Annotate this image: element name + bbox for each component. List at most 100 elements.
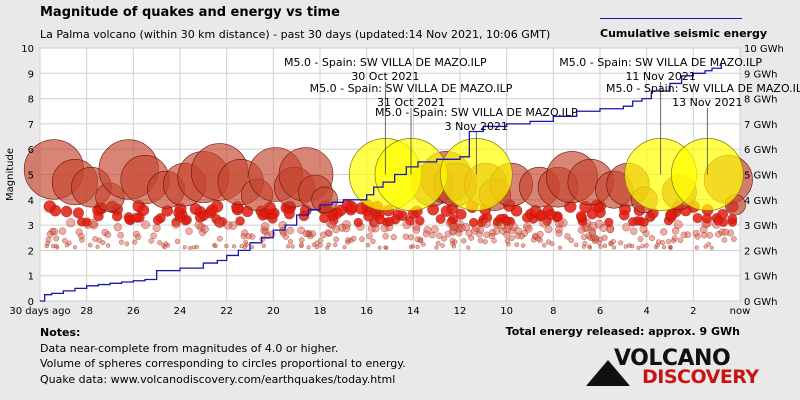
- quake-point: [455, 208, 467, 220]
- y-tick-label: 2: [28, 246, 34, 257]
- quake-point: [157, 240, 163, 246]
- quake-point: [148, 238, 154, 244]
- quake-point: [694, 245, 699, 250]
- notes-line: Volume of spheres corresponding to circl…: [40, 357, 406, 370]
- quake-point: [591, 234, 598, 241]
- y-tick-label: 1: [28, 272, 34, 283]
- quake-point: [622, 223, 631, 232]
- quake-point: [520, 243, 526, 248]
- quake-point: [241, 229, 249, 237]
- quake-point: [731, 236, 737, 242]
- quake-point: [488, 232, 496, 240]
- chart-subtitle: La Palma volcano (within 30 km distance)…: [40, 28, 551, 41]
- quake-point: [608, 240, 614, 246]
- quake-point: [665, 209, 676, 221]
- y-tick-label: 10: [21, 44, 34, 55]
- quake-point: [100, 240, 106, 246]
- quake-point: [660, 240, 666, 246]
- quake-point: [326, 242, 332, 247]
- quake-point: [508, 235, 515, 242]
- quake-point: [660, 228, 668, 236]
- quake-point: [53, 235, 60, 242]
- quake-point: [700, 231, 708, 239]
- quake-point: [532, 232, 539, 240]
- quake-point: [649, 235, 655, 242]
- quake-point: [342, 224, 351, 233]
- quake-point: [524, 224, 533, 233]
- quake-point: [703, 244, 708, 249]
- quake-point: [477, 237, 484, 244]
- quake-point: [436, 232, 443, 240]
- quake-point: [440, 205, 453, 217]
- quake-point: [568, 237, 574, 244]
- total-energy-label: Total energy released: approx. 9 GWh: [505, 325, 740, 338]
- quake-point: [223, 221, 233, 230]
- annotation-date: 3 Nov 2021: [445, 120, 508, 133]
- quake-point: [118, 239, 124, 245]
- quake-point: [92, 236, 98, 242]
- quake-point: [113, 223, 122, 232]
- y-tick-label: 0: [28, 297, 34, 308]
- quake-point: [518, 233, 525, 240]
- quake-point-large: [311, 186, 338, 214]
- quake-point: [430, 225, 439, 234]
- quake-point: [58, 227, 67, 235]
- quake-point: [588, 245, 593, 250]
- quake-point: [482, 239, 488, 245]
- quake-point: [66, 240, 72, 246]
- quake-point: [545, 239, 552, 245]
- quake-point: [382, 233, 389, 240]
- quake-point: [112, 211, 123, 222]
- y2-tick-label: 7 GWh: [744, 120, 778, 131]
- quake-point: [314, 245, 319, 250]
- quake-point: [702, 213, 713, 224]
- quake-point: [680, 231, 688, 239]
- quake-point: [152, 215, 163, 225]
- quake-point: [72, 207, 84, 219]
- quake-point: [297, 226, 305, 235]
- annotation-label: M5.0 - Spain: SW VILLA DE MAZO.ILP: [284, 56, 487, 69]
- quake-point: [677, 237, 684, 244]
- quake-point: [721, 237, 728, 243]
- annotation-date: 31 Oct 2021: [377, 96, 445, 109]
- quake-point: [451, 244, 457, 249]
- quake-point: [249, 245, 255, 250]
- annotation-label: M5.0 - Spain: SW VILLA DE MAZO.ILP: [559, 56, 762, 69]
- quake-point: [602, 243, 608, 248]
- quake-point: [88, 242, 93, 248]
- y-tick-label: 4: [28, 196, 34, 207]
- quake-point: [558, 218, 568, 228]
- y2-tick-label: 9 GWh: [744, 69, 778, 80]
- axes: 0 0 GWh 1 1 GWh 2 2 GWh 3 3 GWh 4 4 GWh 5 5 GWh 6 6 G…: [5, 44, 784, 317]
- chart-title: Magnitude of quakes and energy vs time: [40, 5, 340, 20]
- quake-point: [483, 231, 490, 239]
- quake-point: [282, 233, 289, 240]
- quake-point: [722, 228, 730, 236]
- quake-point: [522, 212, 533, 223]
- y2-tick-label: 3 GWh: [744, 221, 778, 232]
- quake-point: [213, 243, 218, 249]
- quake-point: [327, 220, 337, 229]
- notes-line: Quake data: www.volcanodiscovery.com/ear…: [40, 372, 396, 386]
- quake-point: [573, 242, 579, 248]
- quake-point: [131, 212, 142, 223]
- quake-point: [60, 205, 73, 218]
- quake-point: [105, 243, 111, 248]
- y2-tick-label: 4 GWh: [744, 196, 778, 207]
- quake-point: [637, 236, 644, 242]
- quake-point: [359, 236, 365, 243]
- quake-point: [171, 219, 181, 229]
- legend-energy-line: [600, 18, 742, 19]
- quake-point: [235, 216, 245, 226]
- quake-point: [390, 234, 397, 241]
- quake-point: [261, 243, 266, 248]
- quake-point: [575, 211, 587, 222]
- x-tick-label: 12: [454, 306, 467, 317]
- quake-point: [692, 213, 703, 224]
- x-tick-label: 14: [407, 306, 420, 317]
- y2-tick-label: 1 GWh: [744, 272, 778, 283]
- annotation-date: 13 Nov 2021: [672, 96, 742, 109]
- quake-point: [706, 241, 712, 247]
- annotation-label: M5.0 - Spain: SW VILLA DE MAZO.ILP: [310, 82, 513, 95]
